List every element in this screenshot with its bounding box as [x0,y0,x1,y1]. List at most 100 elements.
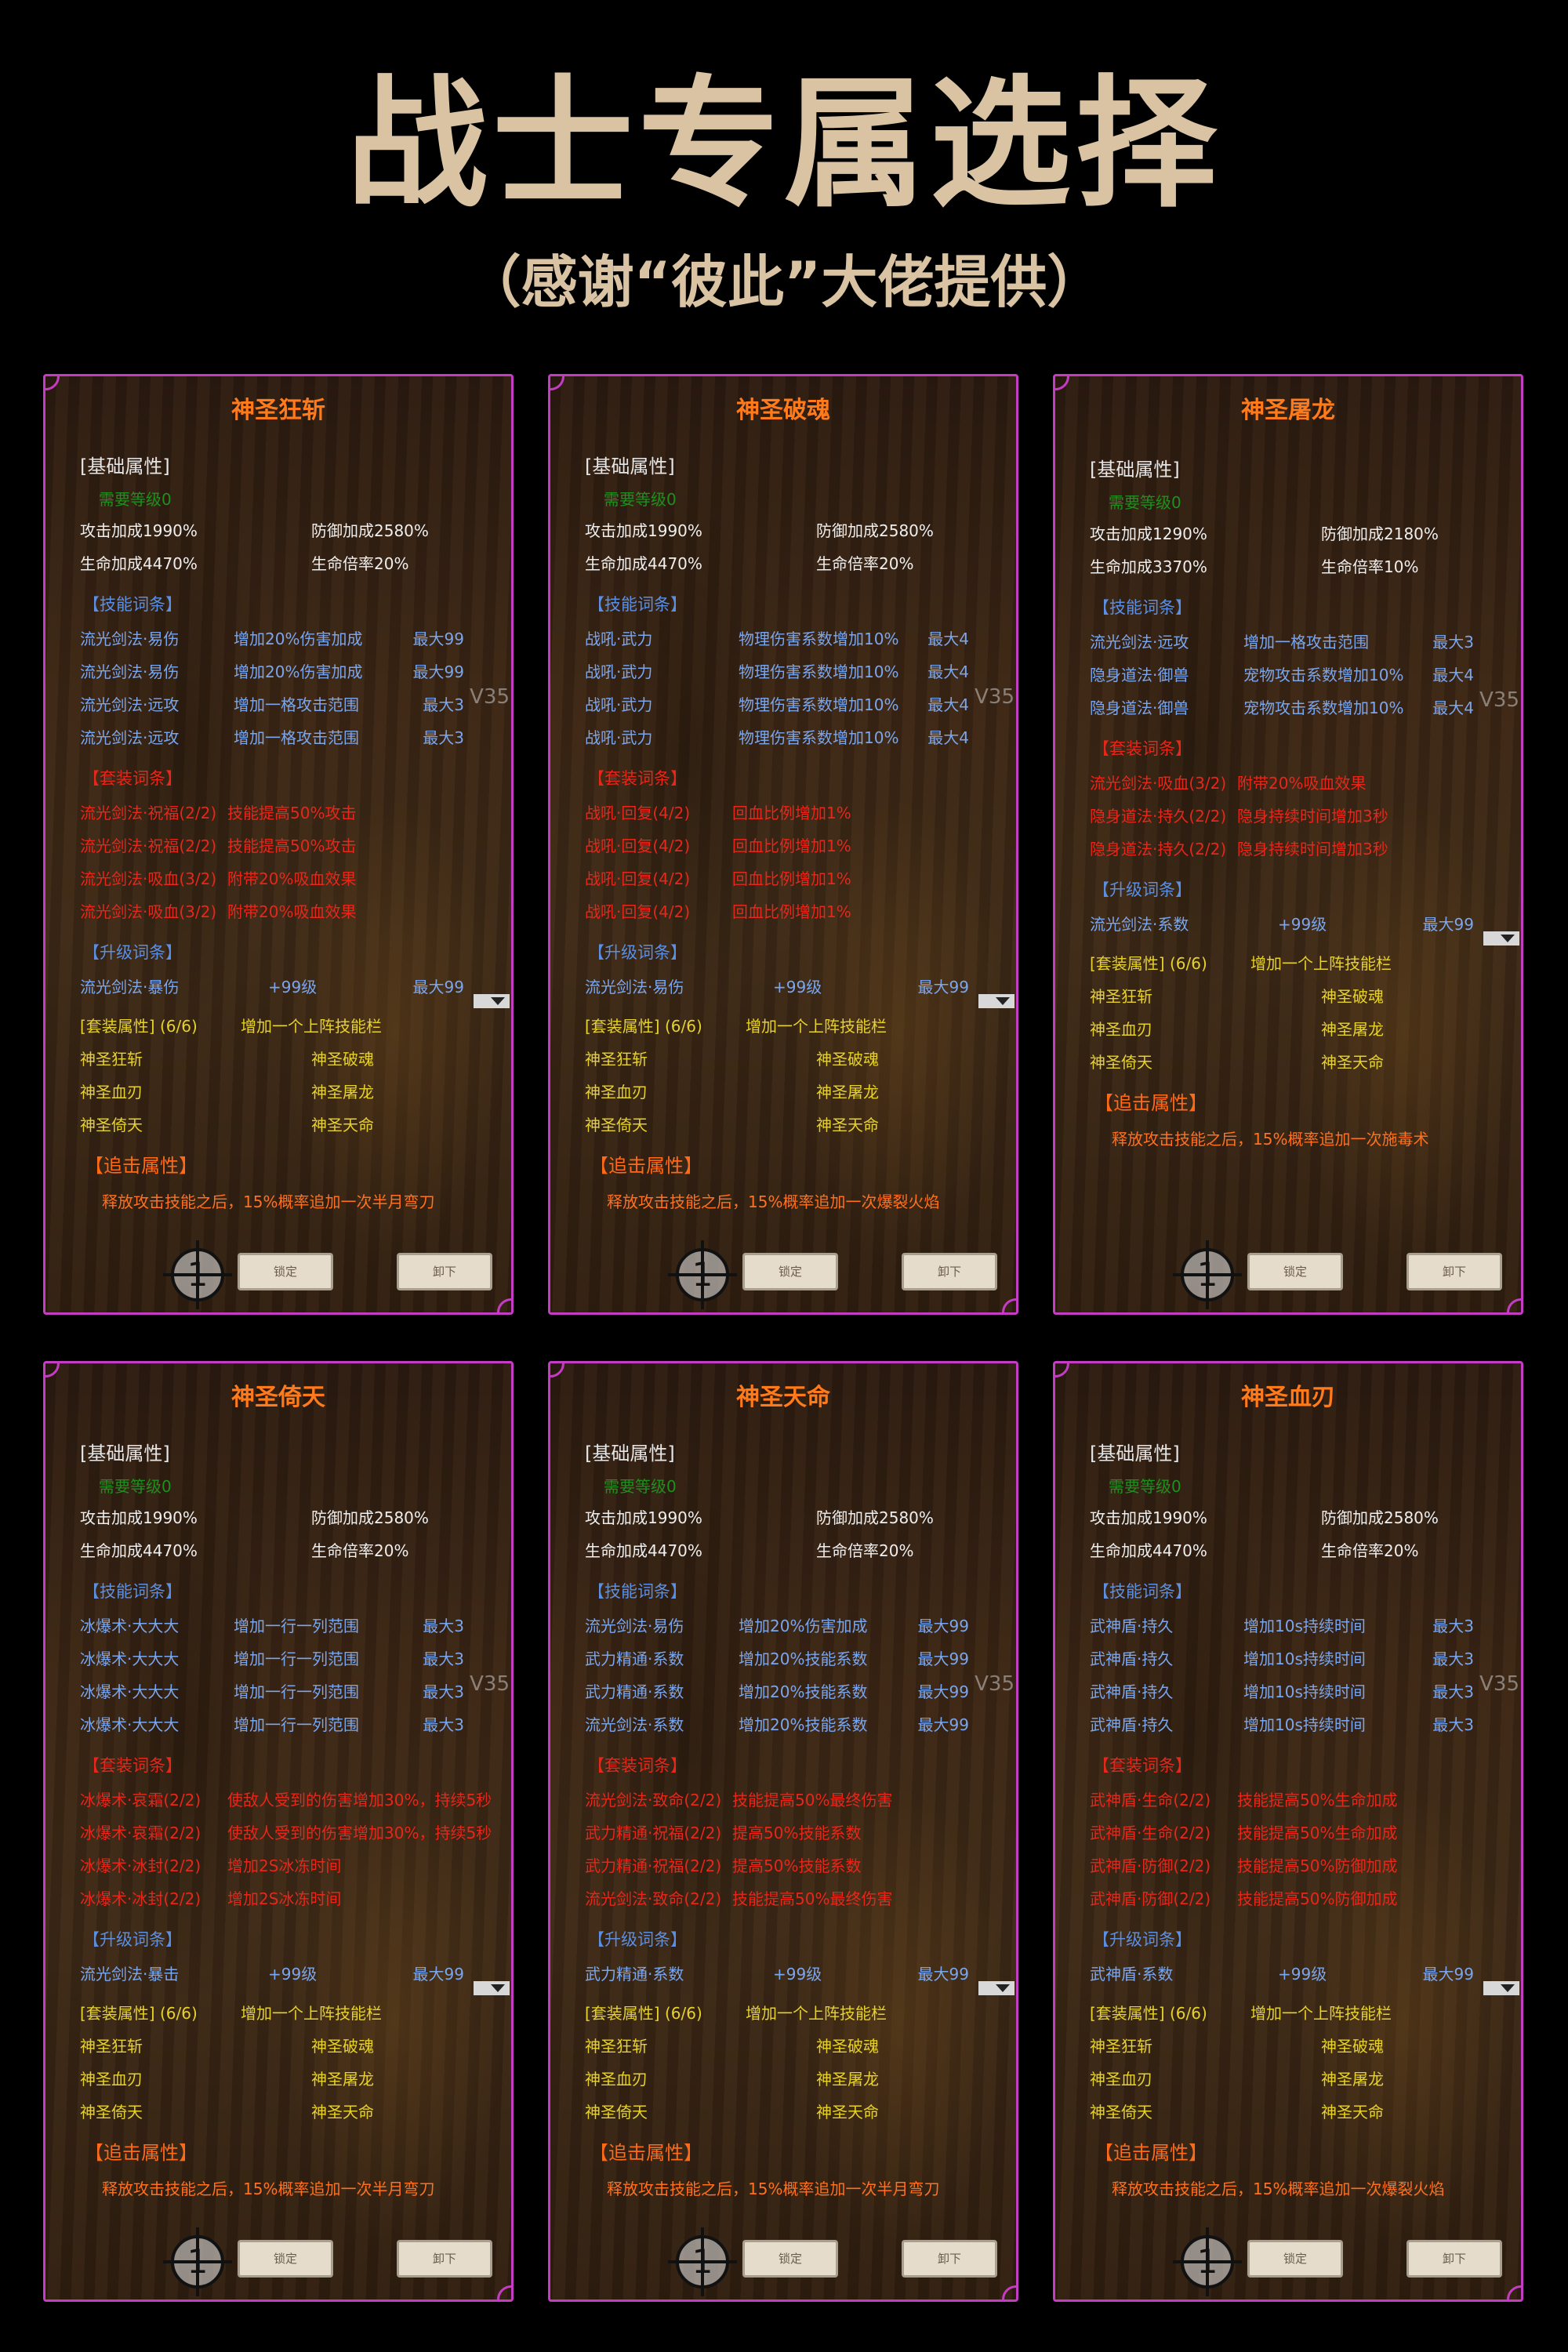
unload-button[interactable]: 卸下 [902,2240,997,2278]
unload-button[interactable]: 卸下 [397,1253,492,1290]
version-watermark: V35 [1479,688,1519,712]
affix-name: 冰爆术·大大大 [80,1650,180,1668]
upgrade-max: 最大99 [917,1965,969,1984]
set-member: 神圣狂斩 [1090,2037,1152,2056]
upgrade-name: 流光剑法·易伤 [585,978,684,996]
required-level: 需要等级0 [1109,493,1181,512]
skill-affix-row: 武力精通·系数 增加20%技能系数 最大99 [585,1642,969,1675]
affix-effect: 增加20%技能系数 [739,1650,868,1668]
set-affix-effect: 技能提高50%攻击 [227,804,357,822]
set-affix-effect: 回血比例增加1% [732,869,851,888]
unload-button[interactable]: 卸下 [1406,1253,1502,1290]
upgrade-name: 流光剑法·暴击 [80,1965,180,1984]
set-member-row: 神圣倚天 神圣天命 [585,1109,969,1142]
lock-button[interactable]: 锁定 [742,2240,838,2278]
affix-max: 最大99 [917,1715,969,1734]
upgrade-max: 最大99 [412,1965,464,1984]
stat-value: 生命加成4470% [585,1541,702,1560]
affix-name: 冰爆术·大大大 [80,1617,180,1635]
stat-value: 生命倍率20% [311,1541,409,1560]
set-affix-effect: 技能提高50%最终伤害 [732,1889,893,1908]
dropdown-triangle-icon[interactable] [1483,931,1519,946]
set-member: 神圣狂斩 [1090,987,1152,1006]
affix-name: 隐身道法·御兽 [1090,666,1189,684]
set-affix-name: 武神盾·生命(2/2) [1090,1791,1211,1809]
affix-max: 最大99 [412,630,464,648]
set-member: 神圣血刃 [80,1083,143,1102]
affix-name: 流光剑法·远攻 [80,695,180,714]
page-subtitle: （感谢“彼此”大佬提供） [464,249,1104,315]
set-affix-name: 战吼·回复(4/2) [585,804,691,822]
affix-name: 流光剑法·易伤 [585,1617,684,1635]
stat-value: 生命加成4470% [585,554,702,573]
unload-button[interactable]: 卸下 [1406,2240,1502,2278]
card-title: 神圣血刃 [1241,1384,1335,1411]
set-attribute-effect: 增加一个上阵技能栏 [746,1017,887,1036]
crosshair-number-badge: 1 [163,1240,232,1309]
set-member: 神圣倚天 [1090,1053,1152,1072]
affix-effect: 增加20%伤害加成 [234,662,363,681]
set-attribute-effect: 增加一个上阵技能栏 [1250,2004,1392,2023]
stat-row: 生命加成4470% 生命倍率20% [585,547,969,580]
stat-value: 防御加成2580% [1321,1508,1439,1527]
skill-affixes-header: 【技能词条】 [1093,1582,1192,1601]
affix-name: 武力精通·系数 [585,1650,684,1668]
stat-row: 生命加成3370% 生命倍率10% [1090,550,1474,583]
lock-button[interactable]: 锁定 [1247,2240,1343,2278]
equipment-card: 神圣血刃 [基础属性] 需要等级0 攻击加成1990% 防御加成2580% 生命加成447… [1053,1361,1523,2302]
dropdown-triangle-icon[interactable] [474,994,510,1008]
unload-button[interactable]: 卸下 [902,1253,997,1290]
lock-button[interactable]: 锁定 [742,1253,838,1290]
set-affix-name: 战吼·回复(4/2) [585,837,691,855]
set-member: 神圣屠龙 [1321,2070,1384,2089]
affix-name: 武神盾·持久 [1090,1715,1174,1734]
stat-value: 生命加成4470% [80,1541,198,1560]
dropdown-triangle-icon[interactable] [1483,1981,1519,1995]
set-affix-effect: 技能提高50%生命加成 [1237,1824,1398,1842]
lock-button[interactable]: 锁定 [238,2240,333,2278]
stat-row: 攻击加成1990% 防御加成2580% [80,514,464,547]
card-content: [基础属性] 需要等级0 攻击加成1990% 防御加成2580% 生命加成4470% 生命… [80,448,510,1218]
skill-affix-row: 武力精通·系数 增加20%技能系数 最大99 V35 [585,1672,1014,1708]
lock-button[interactable]: 锁定 [1247,1253,1343,1290]
set-member-row: 神圣血刃 神圣屠龙 [80,2063,464,2096]
set-member: 神圣破魂 [816,1050,879,1069]
set-attribute-row: [套装属性] (6/6) 增加一个上阵技能栏 [80,1997,464,2030]
dropdown-triangle-icon[interactable] [978,1981,1014,1995]
set-member: 神圣屠龙 [311,2070,374,2089]
affix-effect: 物理伤害系数增加10% [739,695,899,714]
affix-max: 最大4 [927,630,969,648]
upgrade-affix-row: 流光剑法·暴伤 +99级 最大99 [80,971,510,1008]
set-member-row: 神圣血刃 神圣屠龙 [585,2063,969,2096]
affix-effect: 增加一格攻击范围 [234,695,359,714]
set-attribute-label: [套装属性] (6/6) [585,1017,702,1036]
affix-name: 武神盾·持久 [1090,1682,1174,1701]
upgrade-level: +99级 [268,978,318,996]
upgrade-name: 武力精通·系数 [585,1965,684,1984]
stat-row: 攻击加成1990% 防御加成2580% [1090,1501,1474,1534]
unload-button[interactable]: 卸下 [397,2240,492,2278]
set-affix-name: 流光剑法·吸血(3/2) [1090,774,1227,793]
skill-affix-row: 战吼·武力 物理伤害系数增加10% 最大4 [585,721,969,754]
set-affix-name: 武力精通·祝福(2/2) [585,1824,722,1842]
skill-affix-row: 战吼·武力 物理伤害系数增加10% 最大4 V35 [585,685,1014,721]
set-affix-name: 武力精通·祝福(2/2) [585,1857,722,1875]
set-affix-row: 流光剑法·吸血(3/2) 附带20%吸血效果 [80,862,464,895]
upgrade-affix-row: 武神盾·系数 +99级 最大99 [1090,1958,1519,1995]
set-member: 神圣屠龙 [311,1083,374,1102]
lock-button[interactable]: 锁定 [238,1253,333,1290]
set-member: 神圣破魂 [311,1050,374,1069]
set-affix-name: 冰爆术·冰封(2/2) [80,1857,201,1875]
set-affix-effect: 回血比例增加1% [732,837,851,855]
dropdown-triangle-icon[interactable] [978,994,1014,1008]
set-affix-row: 冰爆术·哀霜(2/2) 使敌人受到的伤害增加30%，持续5秒 [80,1817,492,1849]
affix-effect: 宠物攻击系数增加10% [1243,699,1404,717]
skill-affix-row: 武神盾·持久 增加10s持续时间 最大3 [1090,1642,1474,1675]
set-affix-row: 流光剑法·致命(2/2) 技能提高50%最终伤害 [585,1784,969,1817]
skill-affix-row: 流光剑法·系数 增加20%技能系数 最大99 [585,1708,969,1741]
affix-name: 流光剑法·易伤 [80,630,180,648]
chase-attribute-text: 释放攻击技能之后，15%概率追加一次爆裂火焰 [1112,2180,1445,2198]
affix-max: 最大4 [927,728,969,747]
dropdown-triangle-icon[interactable] [474,1981,510,1995]
chase-attribute-text: 释放攻击技能之后，15%概率追加一次爆裂火焰 [607,1192,940,1211]
